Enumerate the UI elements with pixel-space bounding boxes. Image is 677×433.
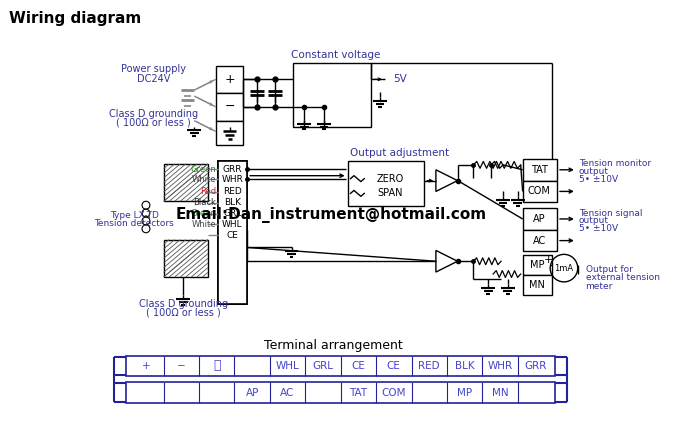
Text: White: White [192,220,216,229]
Text: GRL: GRL [223,209,242,218]
Text: COM: COM [528,187,551,197]
Text: GRR: GRR [524,361,546,371]
Bar [216,65,243,93]
Text: AC: AC [280,388,294,397]
Text: Output adjustment: Output adjustment [350,148,450,158]
Bar [127,355,555,376]
Text: COM: COM [382,388,406,397]
Text: Green: Green [190,165,216,174]
Text: TAT: TAT [349,388,368,397]
Bar [216,121,243,145]
Text: output: output [579,167,609,176]
Text: TAT: TAT [531,165,548,175]
Text: CE: CE [227,231,238,240]
Text: +: + [224,73,235,86]
Bar [523,230,557,252]
Bar [523,208,557,230]
Text: Type LX-TD: Type LX-TD [110,210,158,220]
Text: WHL: WHL [222,220,243,229]
Text: Email:Dan_instrument@hotmail.com: Email:Dan_instrument@hotmail.com [175,207,486,223]
Text: MP: MP [457,388,472,397]
Text: Terminal arrangement: Terminal arrangement [265,339,403,352]
Text: Tension monitor: Tension monitor [579,159,651,168]
Text: AC: AC [533,236,546,246]
Text: Green: Green [190,209,216,218]
Text: BLK: BLK [224,198,241,207]
Text: Wiring diagram: Wiring diagram [9,11,141,26]
Text: ( 100Ω or less ): ( 100Ω or less ) [116,118,191,128]
Text: White: White [192,174,216,184]
Text: external tension: external tension [586,274,659,282]
Text: output: output [579,216,609,226]
Text: −: − [224,100,235,113]
Bar [218,161,247,304]
Text: AP: AP [533,214,546,224]
Bar [523,275,552,295]
Text: meter: meter [586,282,613,291]
Text: RED: RED [418,361,440,371]
Text: RED: RED [223,187,242,197]
Text: ( 100Ω or less ): ( 100Ω or less ) [146,307,221,317]
Text: DC24V: DC24V [137,74,171,84]
Bar [164,164,208,201]
Text: Red: Red [200,187,216,197]
Text: 5• ±10V: 5• ±10V [579,224,618,233]
Text: BLK: BLK [455,361,475,371]
Text: GRR: GRR [223,165,242,174]
Bar [216,93,243,121]
Bar [347,161,424,206]
Text: −: − [544,271,553,281]
Text: 1mA: 1mA [554,264,573,273]
Text: GRL: GRL [313,361,334,371]
Text: Class D grounding: Class D grounding [139,298,228,309]
Text: −: − [177,361,185,371]
Text: MN: MN [492,388,508,397]
Text: Tension signal: Tension signal [579,209,642,217]
Bar [523,181,557,202]
Text: 5V: 5V [393,74,407,84]
Text: +: + [141,361,150,371]
Text: Output for: Output for [586,265,632,274]
Text: MN: MN [529,280,546,290]
Text: CE: CE [387,361,401,371]
Text: Tension detectors: Tension detectors [94,220,174,228]
Text: SPAN: SPAN [377,188,403,198]
Text: +: + [544,255,553,265]
Bar [127,382,555,403]
Text: Black: Black [193,198,216,207]
Text: Constant voltage: Constant voltage [291,50,380,60]
Text: WHL: WHL [276,361,299,371]
Bar [292,63,371,126]
Bar [218,161,247,304]
Text: WHR: WHR [221,174,244,184]
Text: 5• ±10V: 5• ±10V [579,175,618,184]
Text: WHR: WHR [487,361,512,371]
Text: CE: CE [351,361,366,371]
Bar [523,255,552,275]
Text: AP: AP [246,388,259,397]
Bar [523,159,557,181]
Text: ZERO: ZERO [377,174,404,184]
Text: Power supply: Power supply [121,65,186,74]
Bar [164,239,208,277]
Text: ⏚: ⏚ [213,359,221,372]
Text: MP: MP [530,260,544,270]
Text: Class D grounding: Class D grounding [109,109,198,119]
